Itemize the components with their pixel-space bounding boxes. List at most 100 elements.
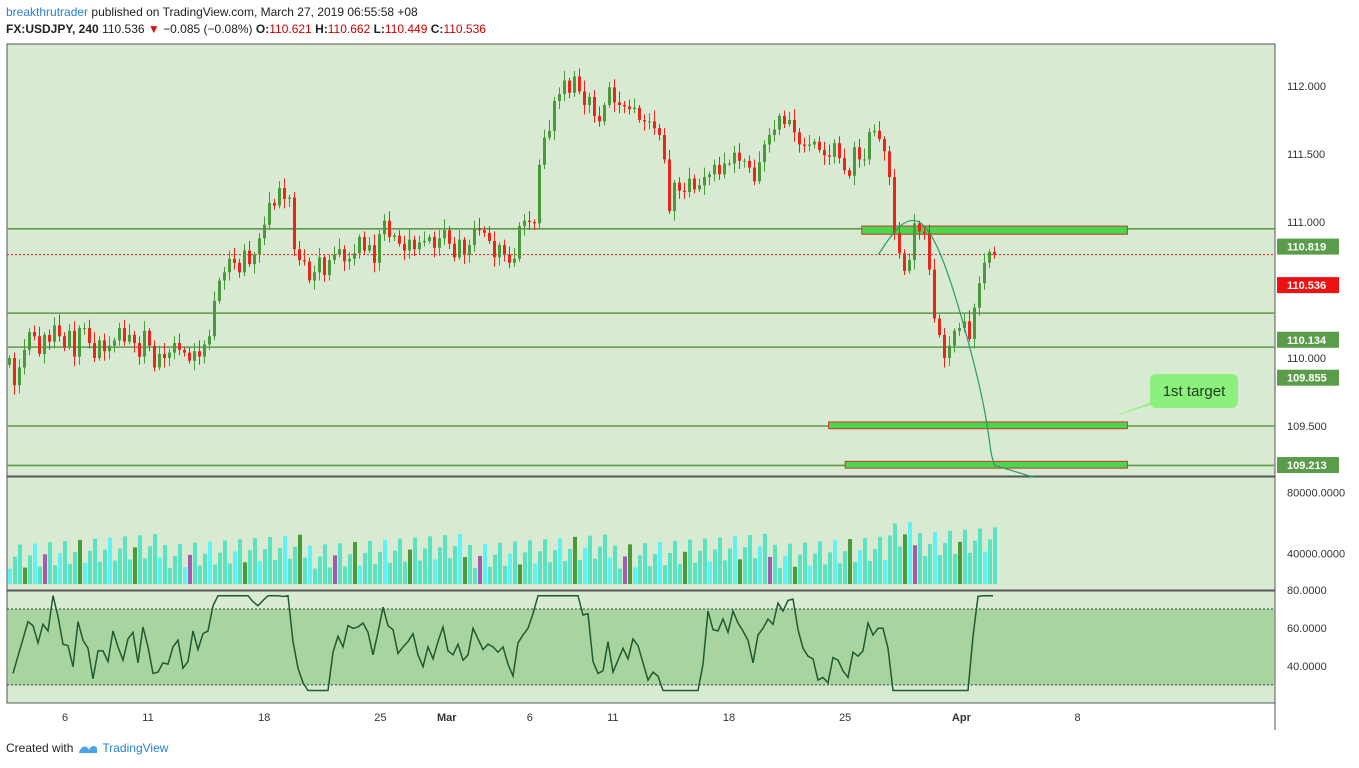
candle-body[interactable] xyxy=(643,120,646,122)
candle-body[interactable] xyxy=(118,328,121,341)
candle-body[interactable] xyxy=(188,352,191,361)
candle-body[interactable] xyxy=(593,96,596,116)
candle-body[interactable] xyxy=(828,155,831,157)
candle-body[interactable] xyxy=(88,328,91,344)
candle-body[interactable] xyxy=(458,239,461,258)
candle-body[interactable] xyxy=(278,188,281,206)
candle-body[interactable] xyxy=(128,334,131,342)
candle-body[interactable] xyxy=(208,336,211,345)
candle-body[interactable] xyxy=(758,162,761,182)
projection-path[interactable] xyxy=(877,219,1035,479)
candle-body[interactable] xyxy=(948,345,951,358)
candle-body[interactable] xyxy=(403,243,406,251)
candle-body[interactable] xyxy=(393,235,396,237)
candle-body[interactable] xyxy=(578,76,581,92)
candle-body[interactable] xyxy=(388,220,391,237)
candle-body[interactable] xyxy=(648,121,651,123)
candle-body[interactable] xyxy=(333,254,336,261)
candle-body[interactable] xyxy=(198,351,201,357)
author-link[interactable]: breakthrutrader xyxy=(6,5,89,19)
candle-body[interactable] xyxy=(28,332,31,350)
candle-body[interactable] xyxy=(693,178,696,190)
candle-body[interactable] xyxy=(788,120,791,125)
candle-body[interactable] xyxy=(958,328,961,331)
candle-body[interactable] xyxy=(43,334,46,354)
candle-body[interactable] xyxy=(8,358,11,365)
candle-body[interactable] xyxy=(658,128,661,135)
candle-body[interactable] xyxy=(773,129,776,135)
candle-body[interactable] xyxy=(748,160,751,168)
candle-body[interactable] xyxy=(848,170,851,176)
candle-body[interactable] xyxy=(218,280,221,301)
candle-body[interactable] xyxy=(663,134,666,160)
candle-body[interactable] xyxy=(913,223,916,261)
candle-body[interactable] xyxy=(428,236,431,242)
candle-body[interactable] xyxy=(813,141,816,145)
candle-body[interactable] xyxy=(898,232,901,254)
candle-body[interactable] xyxy=(638,107,641,120)
candle-body[interactable] xyxy=(918,223,921,232)
candle-body[interactable] xyxy=(73,330,76,357)
candle-body[interactable] xyxy=(863,159,866,161)
candle-body[interactable] xyxy=(293,197,296,250)
candle-body[interactable] xyxy=(328,260,331,276)
candle-body[interactable] xyxy=(598,115,601,122)
candle-body[interactable] xyxy=(203,344,206,357)
candle-body[interactable] xyxy=(528,220,531,222)
candle-body[interactable] xyxy=(933,269,936,319)
candle-body[interactable] xyxy=(298,249,301,261)
candle-body[interactable] xyxy=(808,144,811,146)
candle-body[interactable] xyxy=(348,258,351,262)
candle-body[interactable] xyxy=(743,160,746,162)
candle-body[interactable] xyxy=(438,238,441,248)
candle-body[interactable] xyxy=(728,163,731,165)
candle-body[interactable] xyxy=(583,91,586,106)
candle-body[interactable] xyxy=(123,328,126,342)
candle-body[interactable] xyxy=(63,336,66,348)
candle-body[interactable] xyxy=(878,130,881,140)
candle-body[interactable] xyxy=(228,258,231,273)
candle-body[interactable] xyxy=(413,239,416,250)
candle-body[interactable] xyxy=(483,230,486,233)
candle-body[interactable] xyxy=(873,130,876,133)
candle-body[interactable] xyxy=(93,343,96,358)
candle-body[interactable] xyxy=(103,340,106,352)
candle-body[interactable] xyxy=(498,245,501,258)
candle-body[interactable] xyxy=(358,236,361,254)
candle-body[interactable] xyxy=(868,132,871,160)
candle-body[interactable] xyxy=(683,190,686,193)
target-zone[interactable] xyxy=(861,225,1128,235)
candle-body[interactable] xyxy=(678,182,681,191)
candle-body[interactable] xyxy=(243,250,246,273)
candle-body[interactable] xyxy=(833,143,836,157)
candle-body[interactable] xyxy=(213,300,216,337)
candle-body[interactable] xyxy=(803,144,806,146)
candle-body[interactable] xyxy=(153,345,156,368)
candle-body[interactable] xyxy=(23,349,26,368)
candle-body[interactable] xyxy=(883,139,886,152)
candle-body[interactable] xyxy=(618,102,621,106)
candle-body[interactable] xyxy=(698,185,701,190)
candle-body[interactable] xyxy=(383,220,386,235)
candle-body[interactable] xyxy=(768,134,771,145)
candle-body[interactable] xyxy=(83,328,86,330)
candle-body[interactable] xyxy=(978,283,981,308)
candle-body[interactable] xyxy=(168,352,171,358)
candle-body[interactable] xyxy=(668,159,671,212)
tradingview-brand[interactable]: TradingView xyxy=(102,741,169,755)
candle-body[interactable] xyxy=(753,167,756,182)
candle-body[interactable] xyxy=(563,80,566,95)
candle-body[interactable] xyxy=(778,115,781,130)
candle-body[interactable] xyxy=(938,318,941,335)
candle-body[interactable] xyxy=(928,232,931,270)
candle-body[interactable] xyxy=(523,220,526,227)
candle-body[interactable] xyxy=(963,321,966,329)
candle-body[interactable] xyxy=(173,343,176,353)
candle-body[interactable] xyxy=(798,132,801,145)
candle-body[interactable] xyxy=(588,96,591,106)
candle-body[interactable] xyxy=(718,164,721,175)
candle-body[interactable] xyxy=(508,254,511,263)
candle-body[interactable] xyxy=(513,258,516,263)
candle-body[interactable] xyxy=(763,144,766,163)
